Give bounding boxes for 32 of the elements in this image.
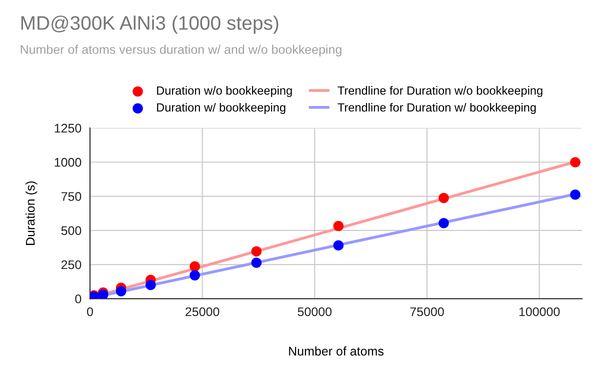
point — [333, 240, 344, 251]
x-tick-label: 50000 — [298, 307, 332, 316]
x-axis-title: Number of atoms — [289, 346, 384, 356]
x-tick-label: 0 — [87, 307, 93, 316]
point — [190, 261, 200, 272]
point — [438, 192, 449, 204]
point — [146, 280, 156, 290]
chart-title: MD@300K AlNi3 (1000 steps) — [21, 16, 278, 34]
y-tick-label: 750 — [61, 192, 82, 201]
legend-label: Duration w/ bookkeeping — [157, 102, 286, 114]
x-tick-label: 25000 — [186, 307, 220, 316]
legend-label: Duration w/o bookkeeping — [157, 86, 292, 98]
y-tick-label: 1000 — [54, 158, 82, 167]
y-tick-label: 250 — [61, 260, 82, 270]
y-tick-label: 1250 — [54, 124, 82, 133]
legend-label: Trendline for Duration w/ bookkeeping — [338, 102, 536, 114]
point — [570, 157, 580, 168]
x-tick-label: 100000 — [519, 307, 560, 316]
y-tick-label: 500 — [61, 226, 82, 236]
y-tick-label: 0 — [75, 294, 82, 304]
legend-label: Trendline for Duration w/o bookkeeping — [338, 86, 542, 98]
point — [116, 286, 126, 296]
point — [251, 258, 262, 268]
point — [570, 189, 580, 200]
point — [438, 218, 449, 228]
point — [190, 270, 200, 280]
y-axis-title: Duration (s) — [26, 181, 38, 245]
x-tick-label: 75000 — [410, 307, 444, 316]
point — [98, 290, 108, 299]
point — [333, 220, 344, 232]
chart-subtitle: Number of atoms versus duration w/ and w/o bookkeeping — [20, 44, 342, 56]
point — [251, 246, 262, 257]
